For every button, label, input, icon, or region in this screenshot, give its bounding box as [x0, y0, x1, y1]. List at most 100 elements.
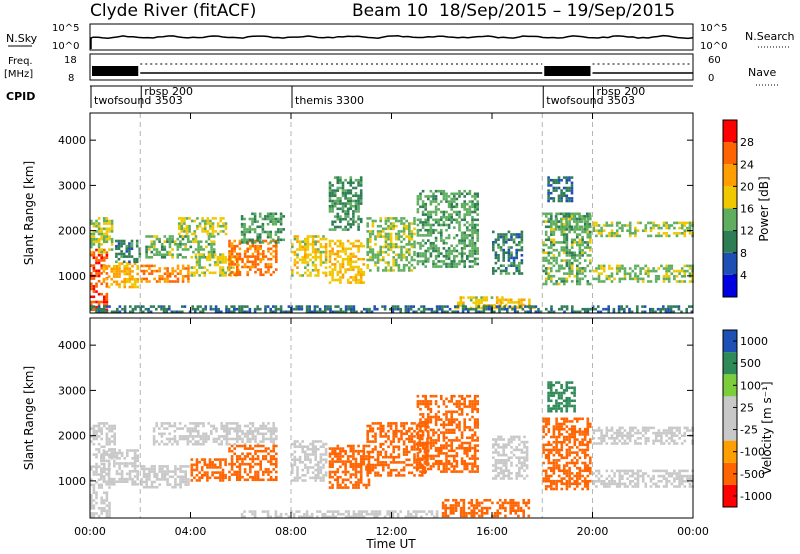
- data-cell: [100, 459, 103, 463]
- data-cell: [130, 244, 134, 248]
- data-cell: [163, 245, 167, 249]
- data-cell: [97, 227, 101, 231]
- data-cell: [557, 228, 561, 231]
- data-cell: [389, 248, 393, 251]
- data-cell: [191, 429, 195, 433]
- data-cell: [107, 275, 111, 278]
- data-cell: [370, 310, 374, 314]
- data-cell: [560, 246, 564, 249]
- data-cell: [389, 217, 393, 220]
- data-cell: [136, 470, 139, 473]
- data-cell: [547, 197, 550, 200]
- data-cell: [366, 250, 369, 254]
- data-cell: [97, 224, 101, 228]
- data-cell: [186, 429, 190, 433]
- data-cell: [429, 407, 433, 411]
- data-cell: [202, 440, 205, 443]
- data-cell: [429, 441, 433, 445]
- data-cell: [352, 252, 355, 256]
- data-cell: [367, 452, 371, 456]
- data-cell: [429, 223, 433, 227]
- data-cell: [190, 271, 194, 275]
- data-cell: [254, 239, 257, 243]
- data-cell: [468, 210, 472, 214]
- data-cell: [136, 472, 139, 476]
- data-cell: [179, 272, 182, 275]
- data-cell: [233, 452, 236, 456]
- data-cell: [382, 256, 385, 259]
- data-cell: [384, 245, 388, 249]
- data-cell: [473, 257, 477, 261]
- data-cell: [366, 432, 369, 436]
- data-cell: [413, 445, 416, 449]
- data-cell: [442, 254, 446, 258]
- data-cell: [352, 212, 355, 216]
- data-cell: [272, 478, 275, 482]
- data-cell: [304, 453, 307, 456]
- data-cell: [570, 186, 574, 190]
- data-cell: [90, 427, 93, 430]
- data-cell: [202, 424, 205, 428]
- data-cell: [100, 432, 103, 436]
- cpid-label-2: themis 3300: [295, 94, 364, 107]
- data-cell: [379, 450, 382, 454]
- data-cell: [376, 256, 380, 259]
- data-cell: [105, 453, 109, 456]
- data-cell: [105, 222, 109, 225]
- data-cell: [166, 467, 169, 471]
- data-cell: [108, 427, 111, 430]
- data-cell: [304, 253, 307, 256]
- data-cell: [90, 235, 93, 238]
- data-cell: [126, 264, 129, 268]
- data-cell: [296, 240, 299, 243]
- data-cell: [387, 455, 390, 459]
- data-cell: [688, 232, 692, 235]
- data-cell: [419, 426, 422, 429]
- data-cell: [198, 460, 201, 464]
- data-cell: [300, 305, 304, 308]
- data-cell: [259, 462, 262, 466]
- data-cell: [322, 458, 325, 461]
- data-cell: [476, 192, 479, 196]
- data-cell: [118, 467, 121, 470]
- data-cell: [349, 247, 353, 251]
- data-cell: [339, 242, 342, 245]
- data-cell: [400, 245, 403, 249]
- data-cell: [683, 280, 687, 283]
- data-cell: [193, 463, 196, 467]
- data-cell: [304, 258, 307, 262]
- data-cell: [623, 307, 626, 311]
- data-cell: [455, 410, 459, 414]
- data-cell: [359, 481, 363, 484]
- data-cell: [309, 466, 312, 469]
- data-cell: [399, 307, 402, 311]
- data-cell: [306, 274, 310, 277]
- data-cell: [379, 217, 382, 220]
- data-cell: [147, 256, 151, 259]
- data-cell: [429, 402, 433, 406]
- data-cell: [206, 471, 209, 474]
- data-cell: [584, 307, 587, 311]
- data-cell: [450, 444, 453, 447]
- data-cell: [339, 263, 342, 266]
- data-cell: [197, 435, 200, 438]
- data-cell: [142, 470, 146, 473]
- data-cell: [243, 444, 247, 448]
- data-cell: [228, 442, 231, 446]
- data-cell: [573, 274, 577, 278]
- data-cell: [477, 298, 481, 302]
- data-cell: [92, 256, 96, 260]
- data-cell: [354, 178, 358, 182]
- data-cell: [649, 229, 653, 232]
- data-cell: [118, 264, 121, 268]
- data-cell: [176, 280, 180, 283]
- data-cell: [240, 217, 244, 221]
- data-cell: [384, 450, 388, 454]
- data-cell: [97, 473, 101, 476]
- data-cell: [620, 307, 623, 311]
- data-cell: [236, 273, 239, 277]
- data-cell: [421, 252, 425, 255]
- data-cell: [105, 251, 109, 254]
- data-cell: [105, 437, 109, 441]
- data-cell: [296, 476, 299, 480]
